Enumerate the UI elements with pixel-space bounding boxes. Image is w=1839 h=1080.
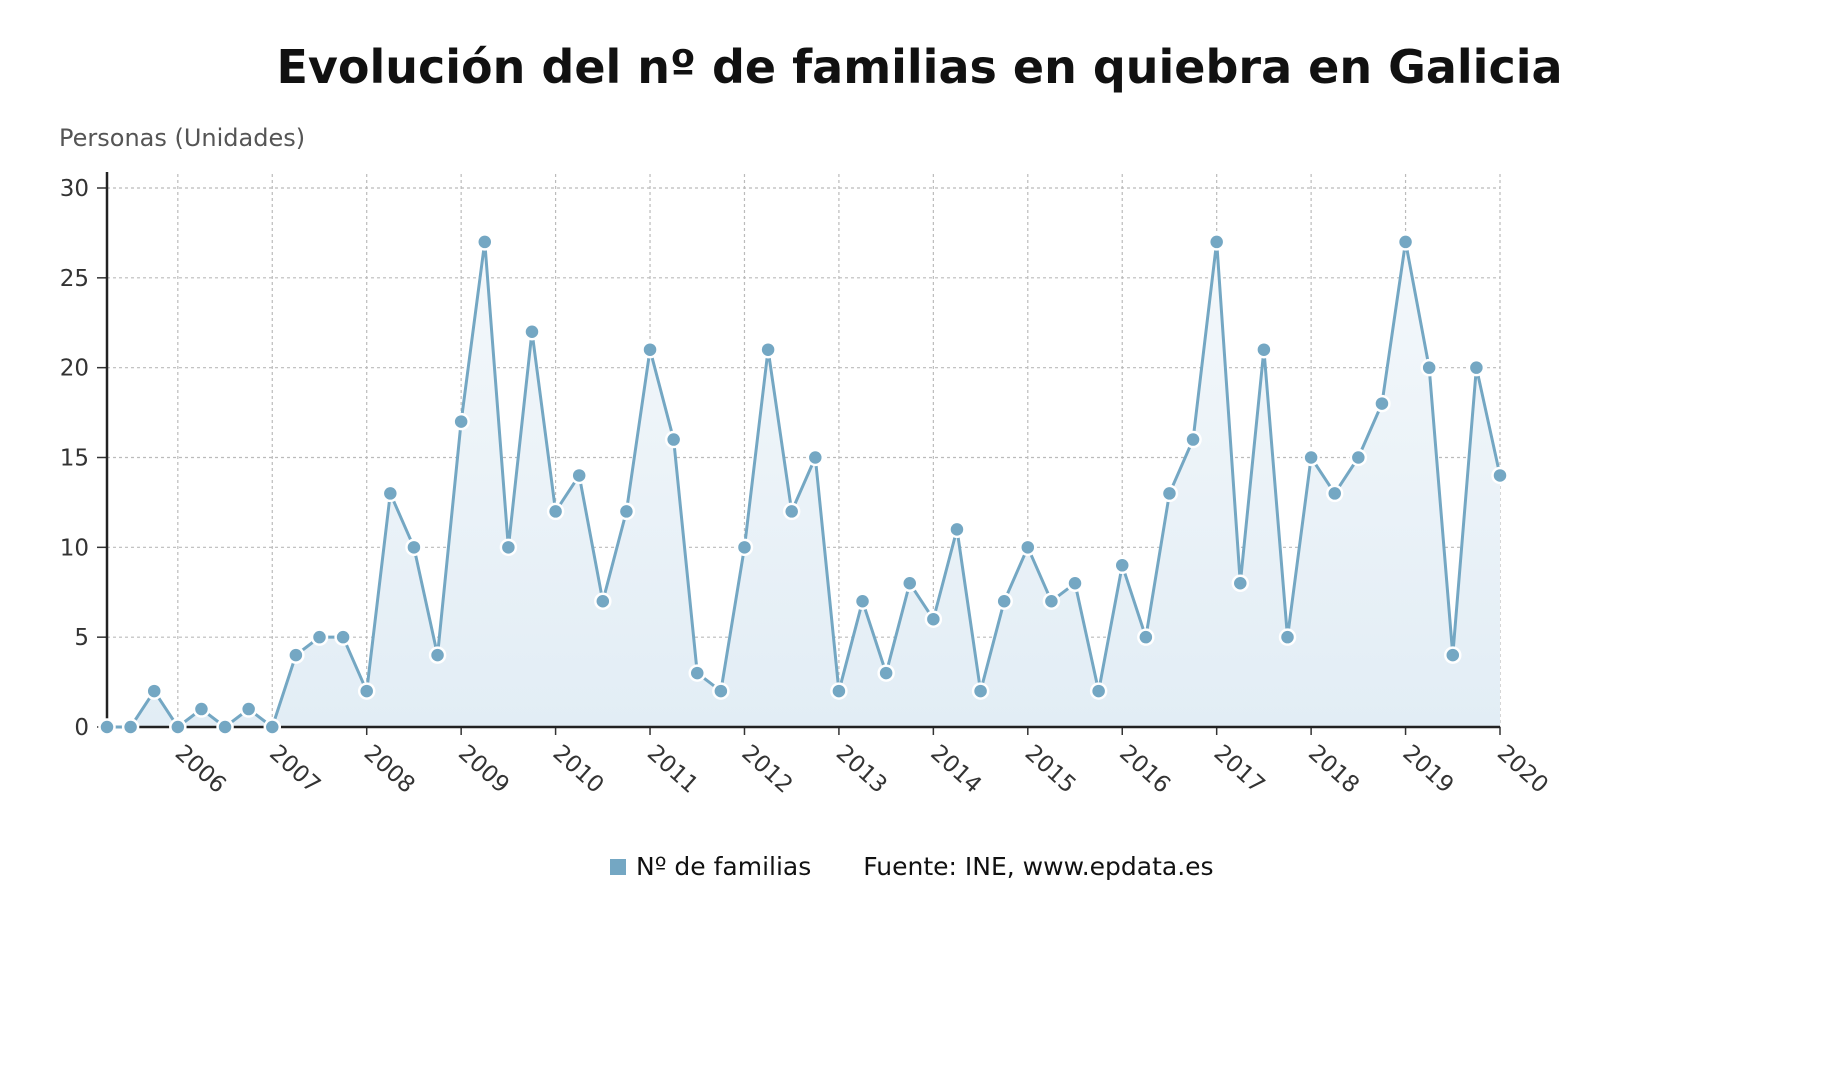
data-point xyxy=(782,502,801,521)
data-point xyxy=(381,484,400,503)
data-point xyxy=(1089,682,1108,700)
data-point xyxy=(900,574,919,593)
data-point xyxy=(712,682,730,700)
data-point xyxy=(121,718,140,736)
data-point xyxy=(948,520,966,539)
data-point xyxy=(287,646,305,664)
data-point xyxy=(1349,448,1368,467)
chart-title: Evolución del nº de familias en quiebra … xyxy=(276,40,1563,94)
data-point xyxy=(1042,592,1061,610)
data-point xyxy=(806,448,825,467)
data-point xyxy=(216,718,234,736)
x-tick-label: 2012 xyxy=(736,740,797,798)
data-point xyxy=(357,682,376,700)
data-point xyxy=(310,628,329,646)
data-point xyxy=(664,430,683,449)
y-tick-labels: 0 5 10 15 20 25 30 xyxy=(60,176,89,741)
x-tick-label: 2019 xyxy=(1398,740,1459,798)
source-note: Fuente: INE, www.epdata.es xyxy=(863,852,1214,881)
data-point xyxy=(1207,233,1226,251)
data-point xyxy=(1066,574,1084,593)
data-point xyxy=(1160,484,1179,503)
x-tick-label: 2006 xyxy=(170,740,231,798)
data-point xyxy=(853,592,872,610)
y-tick-label: 30 xyxy=(60,176,89,202)
data-point xyxy=(523,322,541,341)
x-tick-label: 2017 xyxy=(1209,740,1270,798)
data-point xyxy=(334,628,352,646)
x-tick-label: 2018 xyxy=(1303,740,1364,798)
data-point xyxy=(641,340,659,359)
data-point xyxy=(1019,538,1037,557)
legend-series-label: Nº de familias xyxy=(636,852,812,881)
data-point xyxy=(1325,484,1344,503)
data-point xyxy=(971,682,990,700)
data-point xyxy=(759,340,777,359)
x-tick-label: 2009 xyxy=(453,740,514,798)
data-point xyxy=(1396,233,1415,251)
data-point xyxy=(1467,358,1486,377)
y-axis-label: Personas (Unidades) xyxy=(59,124,306,152)
data-point xyxy=(594,592,612,610)
data-point xyxy=(263,718,282,736)
data-point xyxy=(98,718,116,736)
data-point xyxy=(546,502,565,521)
x-tick-labels: 2006 2007 2008 2009 2010 2011 2012 2013 2014 2015… xyxy=(170,740,1553,798)
data-point xyxy=(617,502,636,521)
data-point xyxy=(877,664,895,682)
x-tick-label: 2011 xyxy=(642,740,703,798)
legend: Nº de familias Fuente: INE, www.epdata.e… xyxy=(610,852,1214,881)
data-point xyxy=(1420,358,1438,377)
y-tick-label: 10 xyxy=(60,535,89,561)
data-point xyxy=(169,718,187,736)
data-point xyxy=(192,700,211,718)
legend-swatch xyxy=(610,858,626,875)
x-tick-label: 2015 xyxy=(1020,740,1081,798)
y-tick-label: 15 xyxy=(60,446,89,472)
data-point xyxy=(735,538,754,557)
x-tick-label: 2016 xyxy=(1114,740,1175,798)
x-tick-label: 2007 xyxy=(264,740,325,798)
y-tick-label: 0 xyxy=(74,715,89,741)
axes xyxy=(97,172,1501,735)
data-point xyxy=(476,233,494,251)
x-tick-label: 2013 xyxy=(831,740,892,798)
data-point xyxy=(145,682,163,700)
data-point xyxy=(570,466,588,485)
data-points xyxy=(98,233,1509,736)
x-tick-label: 2010 xyxy=(548,740,609,798)
data-point xyxy=(428,646,447,664)
data-point xyxy=(688,664,707,682)
data-point xyxy=(1137,628,1155,646)
data-point xyxy=(1373,394,1391,413)
data-point xyxy=(452,412,470,431)
data-point xyxy=(1278,628,1297,646)
y-tick-label: 25 xyxy=(60,266,89,292)
data-point xyxy=(995,592,1013,610)
data-point xyxy=(1231,574,1250,593)
data-point xyxy=(1184,430,1202,449)
y-tick-label: 20 xyxy=(60,356,89,382)
data-point xyxy=(405,538,423,557)
data-point xyxy=(924,610,943,628)
x-tick-label: 2020 xyxy=(1492,740,1553,798)
data-point xyxy=(1255,340,1273,359)
x-tick-label: 2008 xyxy=(359,740,420,798)
data-point xyxy=(499,538,518,557)
data-point xyxy=(239,700,258,718)
data-point xyxy=(1444,646,1462,664)
x-tick-label: 2014 xyxy=(925,740,986,798)
data-point xyxy=(1113,556,1131,575)
data-point xyxy=(1302,448,1320,467)
data-point xyxy=(1491,466,1509,485)
data-point xyxy=(830,682,848,700)
y-tick-label: 5 xyxy=(74,625,89,651)
